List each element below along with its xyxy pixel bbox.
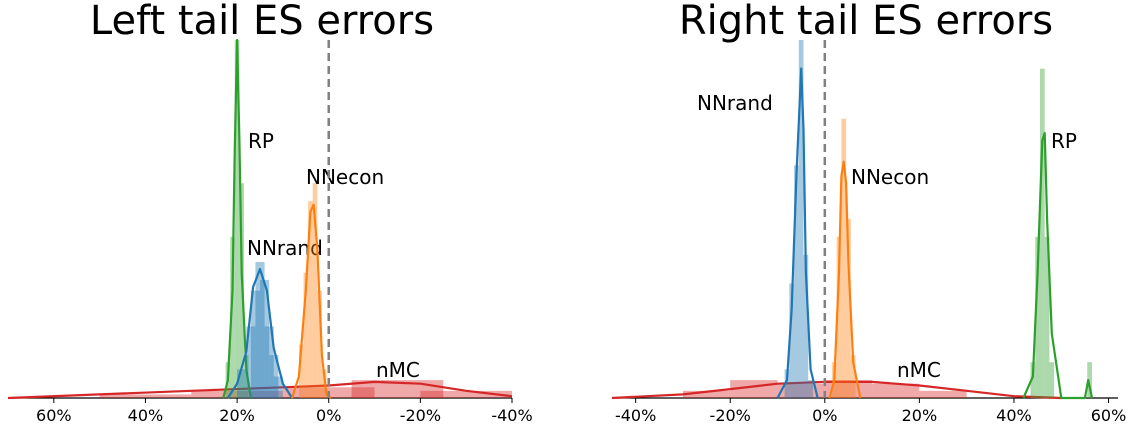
x-tick-label: 60% — [36, 406, 72, 425]
left-chart-title: Left tail ES errors — [90, 0, 434, 44]
rp-series-label: RP — [1051, 129, 1077, 153]
right-chart-plot: -40% -20% 0% 20% 40% 60% nMC NNrand NNecon RP — [612, 40, 1126, 425]
x-tick-label: 60% — [1091, 406, 1127, 425]
nnecon-series-label: NNecon — [851, 165, 929, 189]
x-tick-label: 40% — [996, 406, 1032, 425]
nnrand-histogram-bar — [808, 380, 813, 398]
nnrand-series-label: NNrand — [697, 91, 773, 115]
x-tick-label: 0% — [812, 406, 837, 425]
nmc-histogram-bar — [919, 391, 966, 398]
x-tick-label: -40% — [615, 406, 656, 425]
x-tick-label: 40% — [128, 406, 164, 425]
nmc-series-label: nMC — [897, 358, 941, 382]
x-tick-label: 20% — [219, 406, 255, 425]
rp-histogram-bar — [1040, 69, 1045, 398]
x-tick-label: 20% — [902, 406, 938, 425]
nnecon-series-label: NNecon — [306, 165, 384, 189]
right-chart-title: Right tail ES errors — [679, 0, 1053, 44]
x-tick-label: 0% — [316, 406, 341, 425]
nmc-series-label: nMC — [376, 358, 420, 382]
nnrand-histogram-bar — [237, 369, 246, 398]
rp-density-curve — [1023, 133, 1092, 398]
rp-series-label: RP — [248, 129, 274, 153]
x-tick-label: -20% — [710, 406, 751, 425]
rp-histogram-bar — [1049, 362, 1054, 398]
x-tick-label: -40% — [491, 406, 532, 425]
x-tick-label: -20% — [400, 406, 441, 425]
